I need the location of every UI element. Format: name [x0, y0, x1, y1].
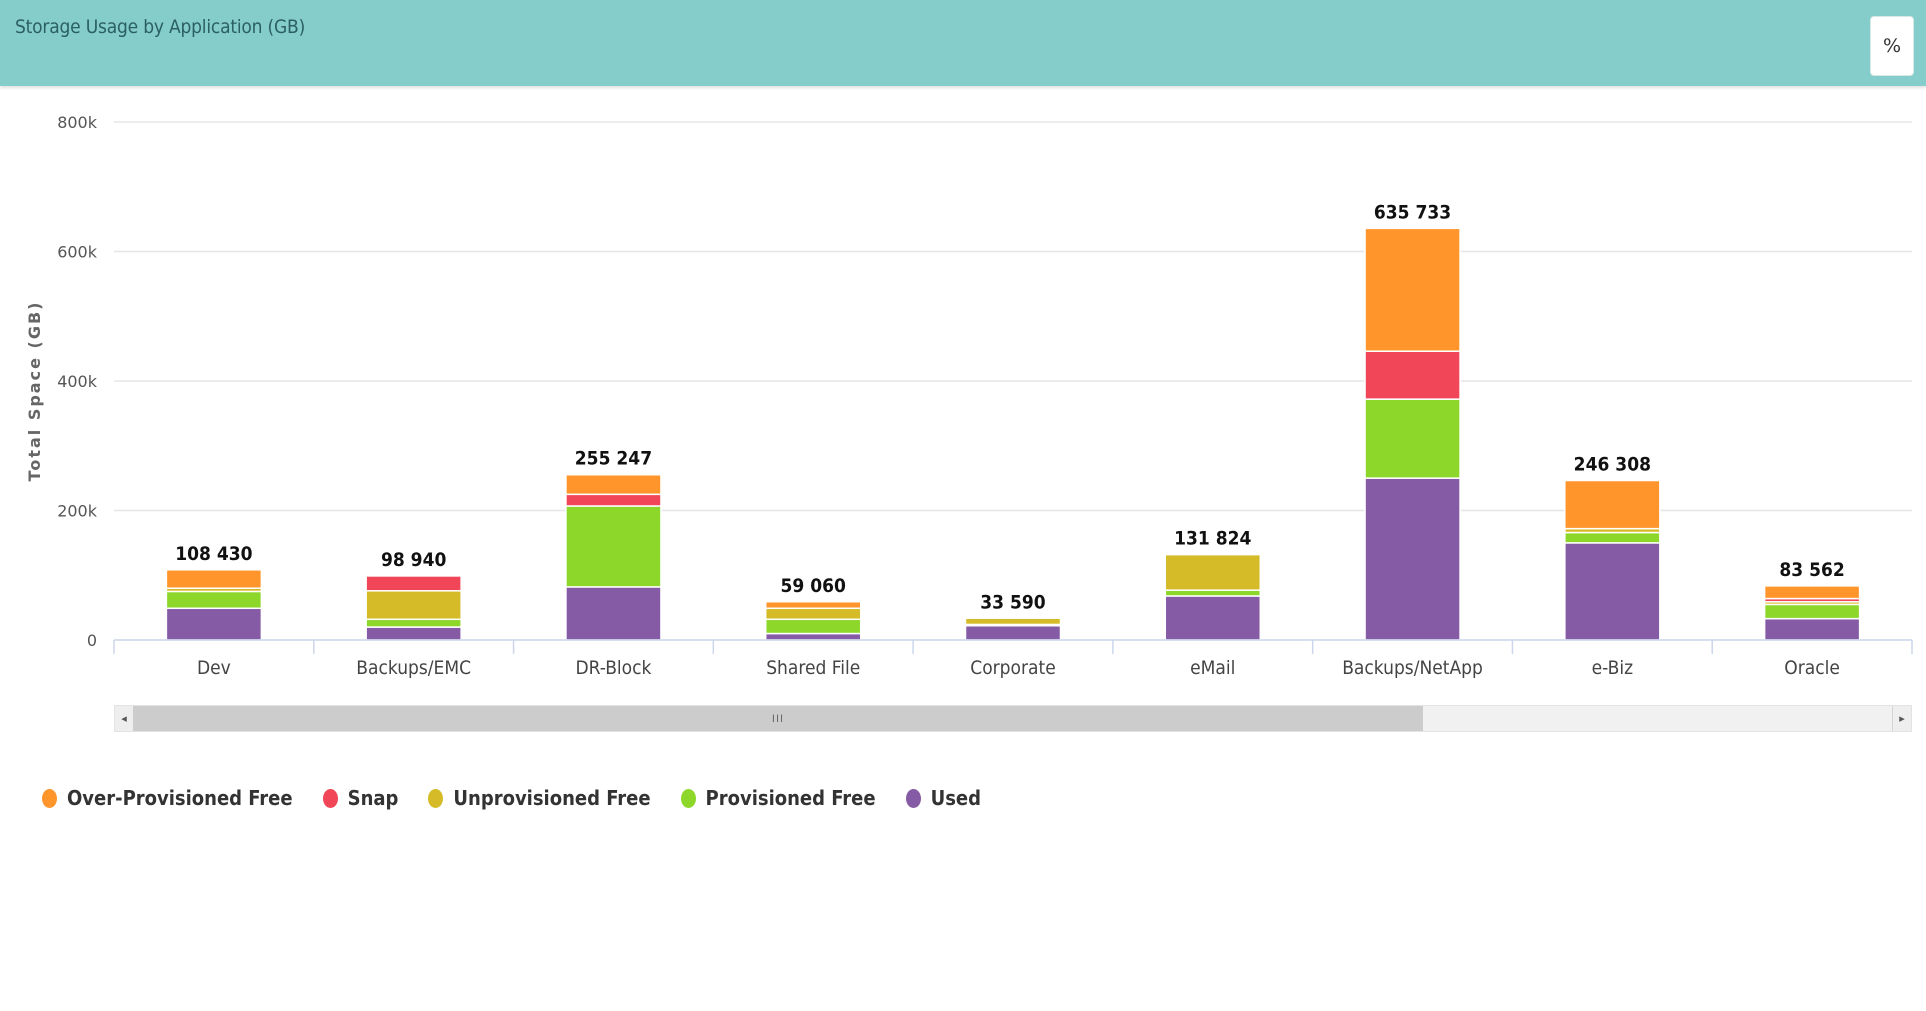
x-axis: Dev Backups/EMC DR-Block Shared File Corpora… — [113, 639, 1913, 679]
scroll-right-button[interactable]: ▸ — [1892, 706, 1911, 731]
legend-label: Snap — [347, 786, 399, 810]
legend-label: Provisioned Free — [705, 786, 876, 810]
bar-segment[interactable] — [1763, 617, 1861, 641]
bar-segment[interactable] — [1364, 350, 1461, 400]
bar-segment[interactable] — [565, 586, 662, 641]
bar-total-label: 108 430 — [175, 543, 252, 565]
bar-segment[interactable] — [1364, 477, 1461, 641]
x-category-label: DR-Block — [575, 657, 651, 679]
y-tick-label: 600k — [57, 243, 98, 262]
x-category-label: Backups/EMC — [356, 657, 471, 679]
bar-segment[interactable] — [764, 607, 862, 621]
bar-segment[interactable] — [1164, 589, 1262, 597]
bar-segment[interactable] — [1164, 553, 1262, 591]
bar-segment[interactable] — [1364, 227, 1461, 352]
legend-marker-icon — [905, 788, 921, 808]
legend-label: Used — [930, 786, 981, 810]
bar-segment[interactable] — [365, 626, 462, 641]
x-category-label: eMail — [1190, 657, 1235, 679]
y-tick-label: 0 — [87, 631, 97, 650]
bar-total-label: 59 060 — [781, 575, 847, 597]
bar-total-label: 33 590 — [980, 591, 1046, 613]
legend-marker-icon — [680, 788, 696, 808]
bar-segment[interactable] — [565, 505, 662, 588]
legend-item[interactable]: Provisioned Free — [680, 786, 876, 810]
legend-marker-icon — [42, 788, 57, 808]
bar-segment[interactable] — [1364, 398, 1461, 479]
chart-title: Storage Usage by Application (GB) — [15, 16, 306, 38]
legend-marker-icon — [428, 788, 444, 808]
bar-segment[interactable] — [165, 569, 263, 589]
gridlines — [114, 121, 1912, 512]
legend-label: Unprovisioned Free — [453, 786, 651, 810]
chart-header: Storage Usage by Application (GB) % — [0, 0, 1926, 86]
bar-segment[interactable] — [365, 575, 462, 592]
bar-segment[interactable] — [1164, 595, 1262, 641]
percent-toggle-button[interactable]: % — [1870, 16, 1914, 76]
bars: 108 430 98 940 255 247 59 060 33 590 131 824 6… — [165, 201, 1861, 641]
x-category-label: e-Biz — [1592, 657, 1633, 679]
scroll-thumb[interactable]: III — [133, 706, 1423, 731]
x-category-label: Shared File — [766, 657, 860, 679]
bar-segment[interactable] — [764, 632, 862, 641]
bar-segment[interactable] — [165, 607, 263, 641]
bar-total-label: 255 247 — [575, 448, 652, 470]
chart-scrollbar[interactable]: ◂ III ▸ — [114, 705, 1912, 732]
bar-total-label: 246 308 — [1574, 454, 1651, 476]
bar-segment[interactable] — [1564, 531, 1661, 544]
bar-total-label: 635 733 — [1374, 201, 1451, 223]
legend-marker-icon — [322, 788, 338, 808]
bar-segment[interactable] — [1564, 479, 1661, 530]
legend-item[interactable]: Unprovisioned Free — [428, 786, 651, 810]
x-category-label: Backups/NetApp — [1342, 657, 1483, 679]
bar-segment[interactable] — [565, 493, 662, 507]
bar-total-label: 131 824 — [1174, 528, 1251, 550]
bar-segment[interactable] — [1564, 542, 1661, 641]
legend-item[interactable]: Over-Provisioned Free — [42, 786, 293, 810]
legend-item[interactable]: Used — [905, 786, 981, 810]
legend-item[interactable]: Snap — [322, 786, 399, 810]
y-axis-title: Total Space (GB) — [25, 301, 44, 482]
scroll-left-button[interactable]: ◂ — [115, 706, 134, 731]
stacked-bar-chart: 0 200k 400k 600k 800k Total Space (GB) 108 4… — [25, 113, 1913, 679]
bar-segment[interactable] — [764, 601, 862, 610]
bar-total-label: 83 562 — [1779, 559, 1844, 581]
bar-segment[interactable] — [565, 473, 662, 496]
bar-total-label: 98 940 — [381, 549, 447, 571]
y-tick-label: 200k — [57, 502, 98, 521]
bar-segment[interactable] — [964, 625, 1062, 641]
bar-segment[interactable] — [1763, 603, 1861, 620]
x-category-label: Corporate — [970, 657, 1055, 679]
bar-segment[interactable] — [764, 618, 862, 635]
bar-segment[interactable] — [365, 590, 462, 621]
x-category-label: Oracle — [1784, 657, 1840, 679]
x-category-label: Dev — [197, 657, 231, 679]
bar-segment[interactable] — [365, 618, 462, 628]
y-tick-label: 800k — [57, 113, 98, 132]
y-axis-ticks: 0 200k 400k 600k 800k — [57, 113, 98, 650]
chart-legend: Over-Provisioned Free Snap Unprovisioned F… — [42, 786, 1011, 810]
bar-segment[interactable] — [165, 590, 263, 610]
y-tick-label: 400k — [57, 372, 98, 391]
bar-segment[interactable] — [1763, 585, 1861, 600]
bar-segment[interactable] — [964, 617, 1062, 626]
legend-label: Over-Provisioned Free — [67, 786, 293, 810]
